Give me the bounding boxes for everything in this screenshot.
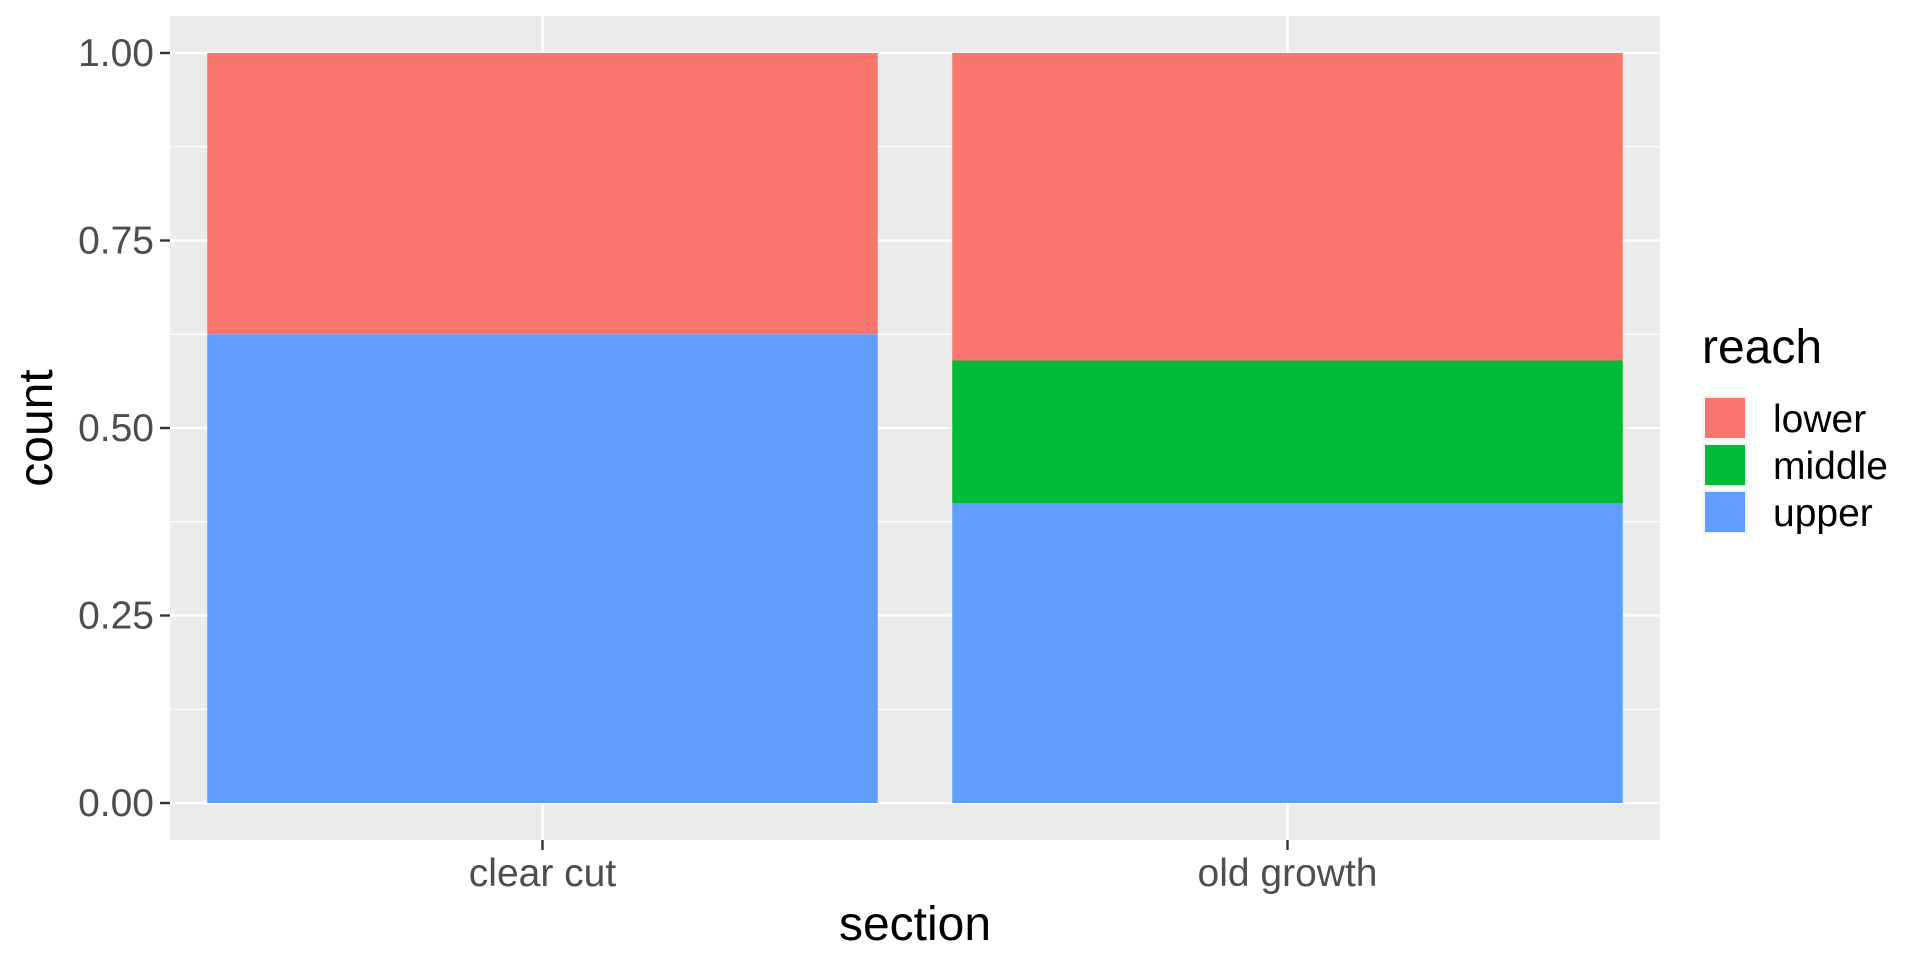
legend-label-lower: lower (1773, 398, 1866, 441)
legend-swatch-lower (1705, 398, 1745, 438)
legend-label-middle: middle (1773, 445, 1888, 488)
x-axis-title: section (839, 898, 991, 951)
x-axis: clear cut old growth (469, 840, 1378, 895)
legend-label-upper: upper (1773, 492, 1873, 535)
x-tick-label: clear cut (469, 852, 617, 895)
legend-swatch-upper (1705, 492, 1745, 532)
legend-title: reach (1702, 321, 1822, 374)
x-tick-label: old growth (1198, 852, 1378, 895)
bars (207, 53, 1623, 803)
y-tick-label: 1.00 (78, 32, 154, 75)
y-tick-label: 0.50 (78, 407, 154, 450)
bar-segment-middle (952, 360, 1623, 503)
bar-segment-lower (207, 53, 878, 335)
y-tick-label: 0.00 (78, 782, 154, 825)
bar-segment-lower (952, 53, 1623, 361)
bar-segment-upper (952, 503, 1623, 803)
bar-segment-upper (207, 334, 878, 803)
y-tick-label: 0.75 (78, 220, 154, 263)
y-tick-label: 0.25 (78, 595, 154, 638)
legend-swatch-middle (1705, 445, 1745, 485)
y-axis: 0.00 0.25 0.50 0.75 1.00 (78, 32, 170, 825)
y-axis-title: count (10, 369, 63, 486)
